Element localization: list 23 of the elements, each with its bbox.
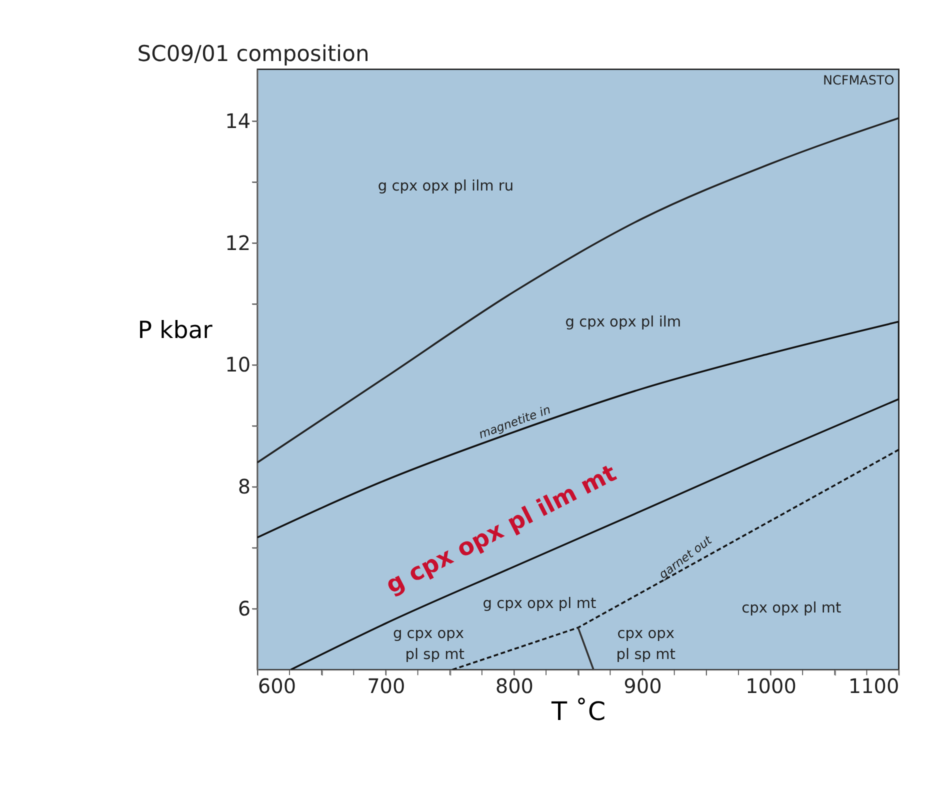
- y-tick-label: 6: [238, 596, 251, 621]
- annotation: g cpx opx pl mt: [482, 594, 596, 612]
- x-axis-title: T ˚C: [550, 697, 606, 728]
- annotation: pl sp mt: [405, 646, 465, 663]
- x-tick-label: 600: [258, 674, 296, 698]
- y-axis-title: P kbar: [138, 316, 213, 344]
- y-tick-label: 14: [225, 108, 251, 133]
- annotation: g cpx opx pl ilm ru: [378, 177, 514, 194]
- x-tick-label: 700: [367, 674, 406, 698]
- annotation: g cpx opx: [392, 624, 464, 642]
- chart-title: SC09/01 composition: [137, 42, 370, 68]
- y-tick-label: 12: [225, 230, 251, 255]
- x-tick-label: 800: [495, 674, 534, 698]
- annotation: cpx opx pl mt: [742, 599, 842, 616]
- x-tick-label: 1100: [848, 674, 900, 698]
- x-tick-label: 1000: [746, 674, 796, 698]
- y-tick-label: 10: [225, 352, 251, 377]
- annotation: NCFMASTO: [823, 74, 894, 89]
- y-tick-label: 8: [238, 474, 251, 499]
- annotation: pl sp mt: [616, 646, 676, 663]
- annotation: cpx opx: [617, 624, 675, 642]
- x-tick-label: 900: [624, 674, 662, 698]
- annotation: g cpx opx pl ilm: [565, 314, 682, 331]
